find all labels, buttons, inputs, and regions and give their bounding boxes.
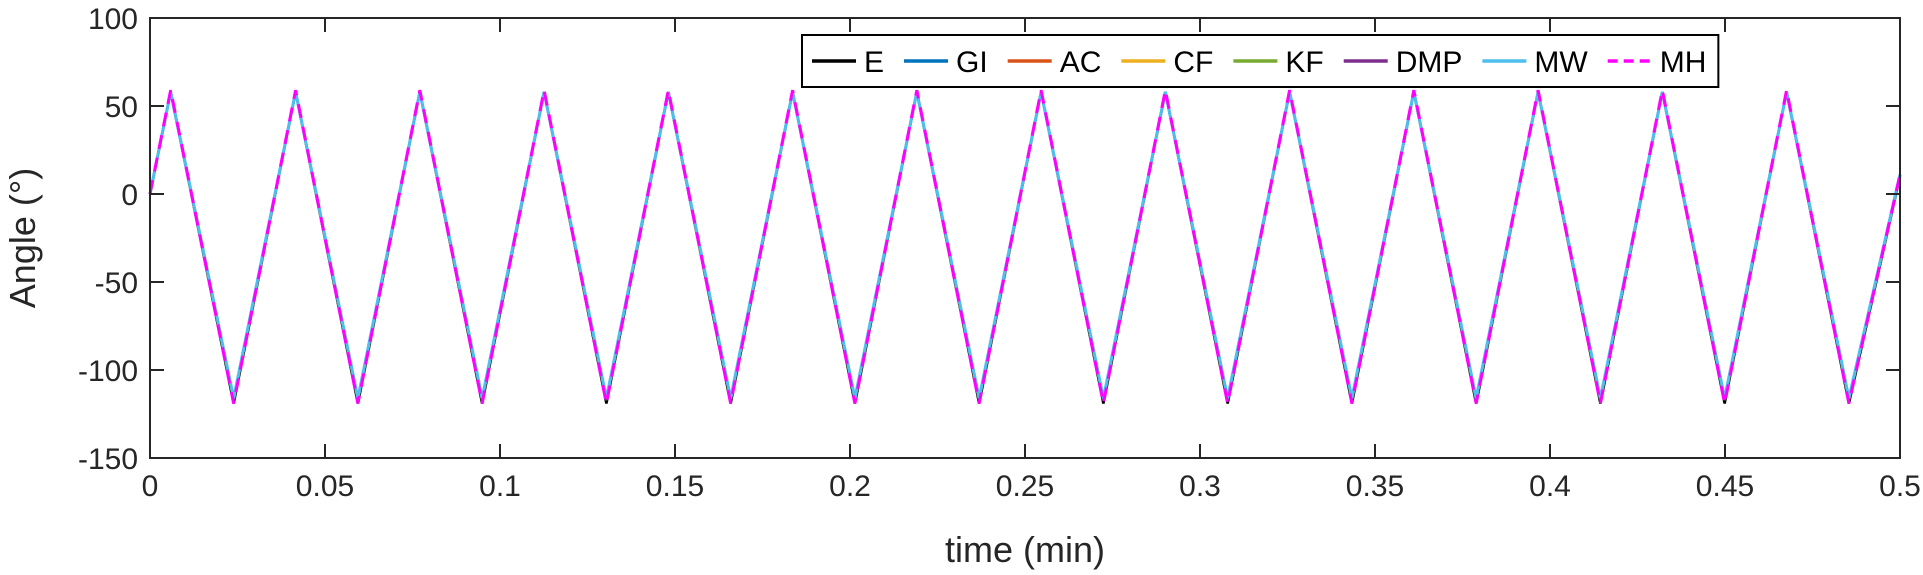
legend-label-mw: MW [1534, 46, 1588, 79]
legend: E GI AC CF KF DMP MW MH [801, 34, 1720, 88]
legend-label-kf: KF [1285, 46, 1323, 79]
x-tick-label: 0.05 [296, 470, 354, 503]
series-layer [148, 89, 1902, 404]
x-tick-label: 0.25 [996, 470, 1054, 503]
plot-area [150, 18, 1900, 458]
y-axis-label: Angle (°) [2, 168, 43, 308]
y-tick-label: -50 [95, 267, 138, 300]
legend-label-mh: MH [1660, 46, 1707, 79]
x-tick-label: 0.15 [646, 470, 704, 503]
legend-label-e: E [864, 46, 884, 79]
y-tick-label: 0 [121, 179, 138, 212]
axes-layer: 0 0.05 0.1 0.15 0.2 0.25 0.3 0.35 0.4 0.45 0.5 100 5… [78, 3, 1921, 503]
x-tick-label: 0.3 [1179, 470, 1221, 503]
x-axis-label: time (min) [945, 529, 1105, 570]
y-tick-label: 100 [88, 3, 138, 36]
x-tick-label: 0.5 [1879, 470, 1921, 503]
x-tick-label: 0.1 [479, 470, 521, 503]
legend-label-ac: AC [1060, 46, 1102, 79]
y-tick-label: -150 [78, 443, 138, 476]
x-tick-label: 0.35 [1346, 470, 1404, 503]
x-tick-label: 0.45 [1696, 470, 1754, 503]
x-tick-label: 0 [142, 470, 159, 503]
y-tick-label: 50 [105, 91, 138, 124]
legend-label-dmp: DMP [1396, 46, 1463, 79]
legend-label-cf: CF [1173, 46, 1213, 79]
legend-label-gi: GI [956, 46, 988, 79]
y-tick-label: -100 [78, 355, 138, 388]
x-tick-label: 0.2 [829, 470, 871, 503]
x-tick-label: 0.4 [1529, 470, 1571, 503]
series-line-mh [148, 89, 1902, 404]
